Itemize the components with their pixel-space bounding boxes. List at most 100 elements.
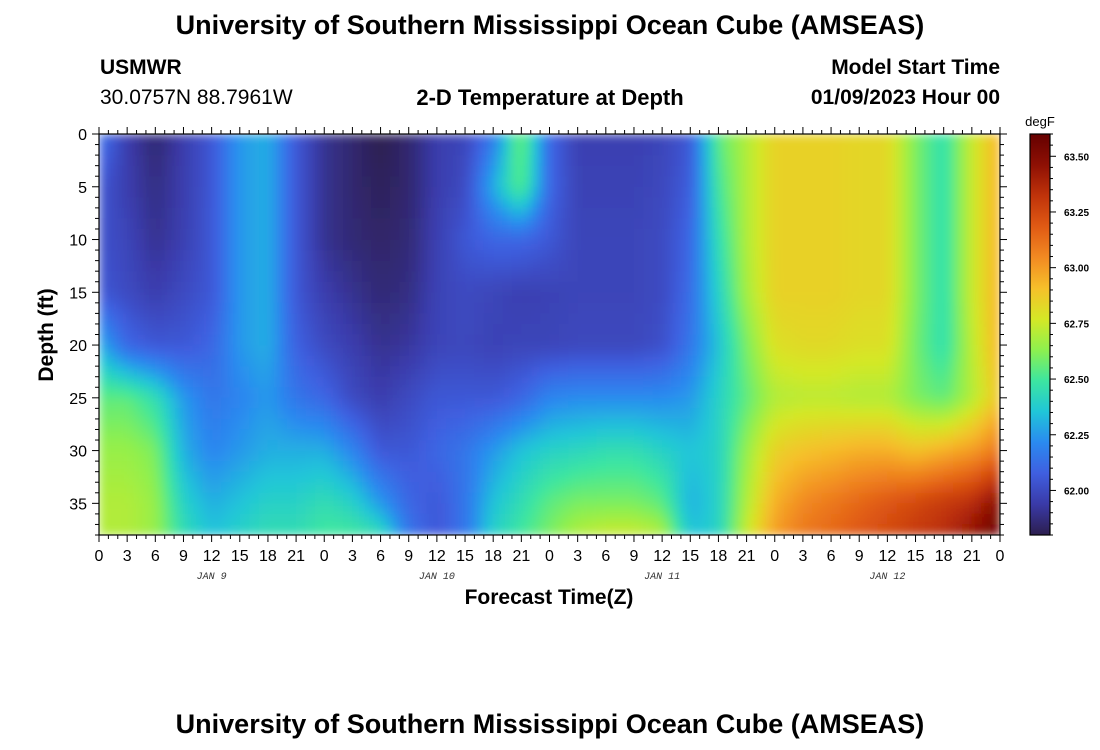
heatmap-cell bbox=[906, 186, 917, 198]
heatmap-cell bbox=[793, 281, 804, 293]
heatmap-cell bbox=[408, 355, 419, 367]
heatmap-cell bbox=[906, 313, 917, 325]
heatmap-cell bbox=[793, 271, 804, 283]
heatmap-cell bbox=[915, 271, 926, 283]
heatmap-cell bbox=[249, 260, 260, 272]
heatmap-cell bbox=[436, 513, 447, 526]
heatmap-cell bbox=[427, 292, 438, 304]
heatmap-cell bbox=[333, 471, 344, 483]
heatmap-cell bbox=[896, 345, 907, 357]
heatmap-cell bbox=[249, 313, 260, 325]
heatmap-cell bbox=[324, 429, 335, 441]
heatmap-cell bbox=[737, 292, 748, 304]
heatmap-cell bbox=[174, 397, 185, 409]
heatmap-cell bbox=[549, 408, 560, 420]
heatmap-cell bbox=[953, 513, 964, 526]
heatmap-cell bbox=[502, 397, 513, 409]
heatmap-cell bbox=[699, 239, 710, 251]
heatmap-cell bbox=[727, 228, 738, 241]
heatmap-cell bbox=[530, 513, 541, 526]
heatmap-cell bbox=[333, 176, 344, 188]
heatmap-cell bbox=[155, 302, 166, 314]
heatmap-cell bbox=[671, 440, 682, 452]
heatmap-cell bbox=[483, 524, 494, 535]
heatmap-cell bbox=[755, 503, 766, 515]
heatmap-cell bbox=[596, 440, 607, 452]
heatmap-cell bbox=[652, 513, 663, 526]
heatmap-cell bbox=[221, 155, 231, 167]
x-tick-label: 12 bbox=[428, 548, 446, 565]
heatmap-cell bbox=[230, 302, 241, 314]
heatmap-cell bbox=[746, 323, 757, 336]
heatmap-cell bbox=[718, 471, 729, 483]
heatmap-cell bbox=[802, 176, 813, 188]
heatmap-cell bbox=[718, 418, 729, 431]
heatmap-cell bbox=[990, 313, 1000, 325]
heatmap-cell bbox=[436, 281, 447, 293]
heatmap-cell bbox=[221, 503, 231, 515]
heatmap-cell bbox=[755, 228, 766, 241]
heatmap-cell bbox=[887, 408, 898, 420]
heatmap-cell bbox=[380, 440, 391, 452]
heatmap-cell bbox=[774, 482, 785, 494]
heatmap-cell bbox=[99, 387, 109, 399]
heatmap-cell bbox=[596, 260, 607, 272]
heatmap-cell bbox=[239, 513, 250, 526]
heatmap-cell bbox=[530, 408, 541, 420]
heatmap-cell bbox=[521, 503, 532, 515]
heatmap-cell bbox=[774, 471, 785, 483]
heatmap-cell bbox=[934, 197, 945, 209]
heatmap-cell bbox=[211, 366, 222, 378]
heatmap-cell bbox=[643, 271, 654, 283]
heatmap-cell bbox=[943, 440, 954, 452]
heatmap-cell bbox=[286, 250, 297, 262]
heatmap-cell bbox=[962, 387, 973, 399]
heatmap-cell bbox=[521, 418, 532, 431]
heatmap-cell bbox=[718, 482, 729, 494]
heatmap-cell bbox=[877, 376, 888, 388]
heatmap-cell bbox=[136, 228, 147, 241]
heatmap-cell bbox=[474, 134, 485, 146]
heatmap-cell bbox=[643, 440, 654, 452]
heatmap-cell bbox=[615, 482, 626, 494]
heatmap-cell bbox=[943, 302, 954, 314]
heatmap-cell bbox=[511, 471, 522, 483]
heatmap-cell bbox=[699, 218, 710, 230]
heatmap-cell bbox=[324, 239, 335, 251]
heatmap-cell bbox=[849, 408, 860, 420]
heatmap-cell bbox=[971, 239, 982, 251]
heatmap-cell bbox=[511, 218, 522, 230]
heatmap-cell bbox=[540, 387, 551, 399]
heatmap-cell bbox=[540, 524, 551, 535]
heatmap-cell bbox=[446, 260, 457, 272]
heatmap-cell bbox=[286, 239, 297, 251]
heatmap-cell bbox=[502, 292, 513, 304]
heatmap-cell bbox=[971, 197, 982, 209]
heatmap-cell bbox=[230, 271, 241, 283]
heatmap-cell bbox=[727, 281, 738, 293]
heatmap-cell bbox=[821, 418, 832, 431]
heatmap-cell bbox=[314, 345, 325, 357]
heatmap-cell bbox=[896, 387, 907, 399]
heatmap-cell bbox=[887, 471, 898, 483]
heatmap-cell bbox=[549, 471, 560, 483]
heatmap-cell bbox=[737, 376, 748, 388]
heatmap-cell bbox=[605, 366, 616, 378]
heatmap-cell bbox=[709, 218, 720, 230]
heatmap-cell bbox=[511, 228, 522, 241]
heatmap-cell bbox=[502, 313, 513, 325]
heatmap-cell bbox=[643, 228, 654, 241]
heatmap-cell bbox=[596, 492, 607, 504]
heatmap-cell bbox=[239, 387, 250, 399]
heatmap-cell bbox=[784, 492, 795, 504]
heatmap-cell bbox=[371, 450, 382, 462]
heatmap-cell bbox=[812, 440, 823, 452]
heatmap-cell bbox=[192, 228, 203, 241]
heatmap-cell bbox=[192, 492, 203, 504]
heatmap-cell bbox=[558, 323, 569, 336]
heatmap-cell bbox=[164, 440, 175, 452]
heatmap-cell bbox=[774, 376, 785, 388]
heatmap-cell bbox=[483, 239, 494, 251]
heatmap-cell bbox=[549, 144, 560, 156]
heatmap-cell bbox=[296, 134, 307, 146]
